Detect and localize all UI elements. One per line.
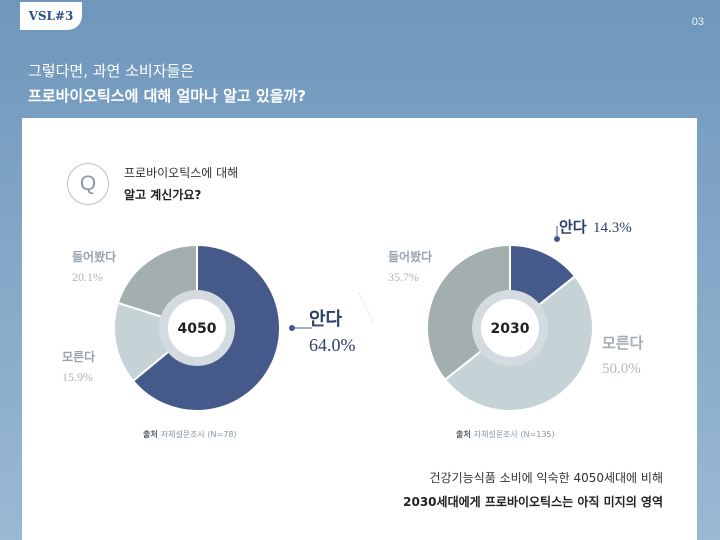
- source-4050: 출처 자체설문조사 (N=78): [143, 429, 237, 440]
- label-dontknow-2030: 모른다: [602, 334, 644, 352]
- inner-hole-4050: [168, 299, 226, 357]
- pct-heard-4050: 20.1%: [72, 270, 103, 284]
- pct-dontknow-4050: 15.9%: [62, 370, 93, 384]
- center-label-4050: 4050: [178, 321, 217, 337]
- content-panel: Q 프로바이오틱스에 대해 알고 계신가요? 4050 들어봤다 20.1% 모…: [22, 118, 697, 540]
- callout-dot-4050: [289, 325, 295, 331]
- donut-chart-4050: 4050 들어봤다 20.1% 모른다 15.9% 안다 64.0%: [62, 243, 356, 412]
- heading-line-2: 프로바이오틱스에 대해 얼마나 알고 있을까?: [28, 87, 306, 105]
- pct-dontknow-2030: 50.0%: [602, 361, 641, 377]
- question-line-2: 알고 계신가요?: [124, 188, 202, 202]
- callout-dot-2030: [554, 236, 560, 242]
- page-number: 03: [691, 16, 704, 28]
- source-text-4050: 자체설문조사 (N=78): [160, 430, 237, 439]
- label-know-4050: 안다: [309, 309, 343, 330]
- pct-know-4050: 64.0%: [309, 335, 356, 355]
- donut-charts: 4050 들어봤다 20.1% 모른다 15.9% 안다 64.0% 2030 …: [62, 218, 644, 412]
- pct-heard-2030: 35.7%: [388, 270, 419, 284]
- label-dontknow-4050: 모른다: [62, 349, 95, 364]
- label-heard-2030: 들어봤다: [388, 249, 432, 264]
- label-know-2030: 안다: [559, 218, 587, 236]
- summary-line-2: 2030세대에게 프로바이오틱스는 아직 미지의 영역: [403, 495, 663, 509]
- inner-hole-2030: [481, 299, 539, 357]
- source-text-2030: 자체설문조사 (N=135): [473, 430, 555, 439]
- source-2030: 출처 자체설문조사 (N=135): [456, 429, 555, 440]
- heading-line-1: 그렇다면, 과연 소비자들은: [28, 62, 195, 80]
- source-label-4050: 출처: [143, 430, 158, 439]
- donut-chart-2030: 2030 들어봤다 35.7% 안다 14.3% 모른다 50.0%: [388, 218, 644, 412]
- brand-logo: VSL#3: [20, 2, 82, 30]
- label-heard-4050: 들어봤다: [72, 249, 116, 264]
- center-label-2030: 2030: [491, 321, 530, 337]
- slice-heard-2030: [426, 243, 511, 382]
- pct-know-2030: 14.3%: [593, 220, 632, 236]
- chart-separator: [358, 292, 375, 324]
- question-icon: Q: [67, 163, 109, 205]
- summary-line-1: 건강기능식품 소비에 익숙한 4050세대에 비해: [429, 471, 663, 485]
- source-label-2030: 출처: [456, 430, 471, 439]
- question-line-1: 프로바이오틱스에 대해: [124, 166, 239, 180]
